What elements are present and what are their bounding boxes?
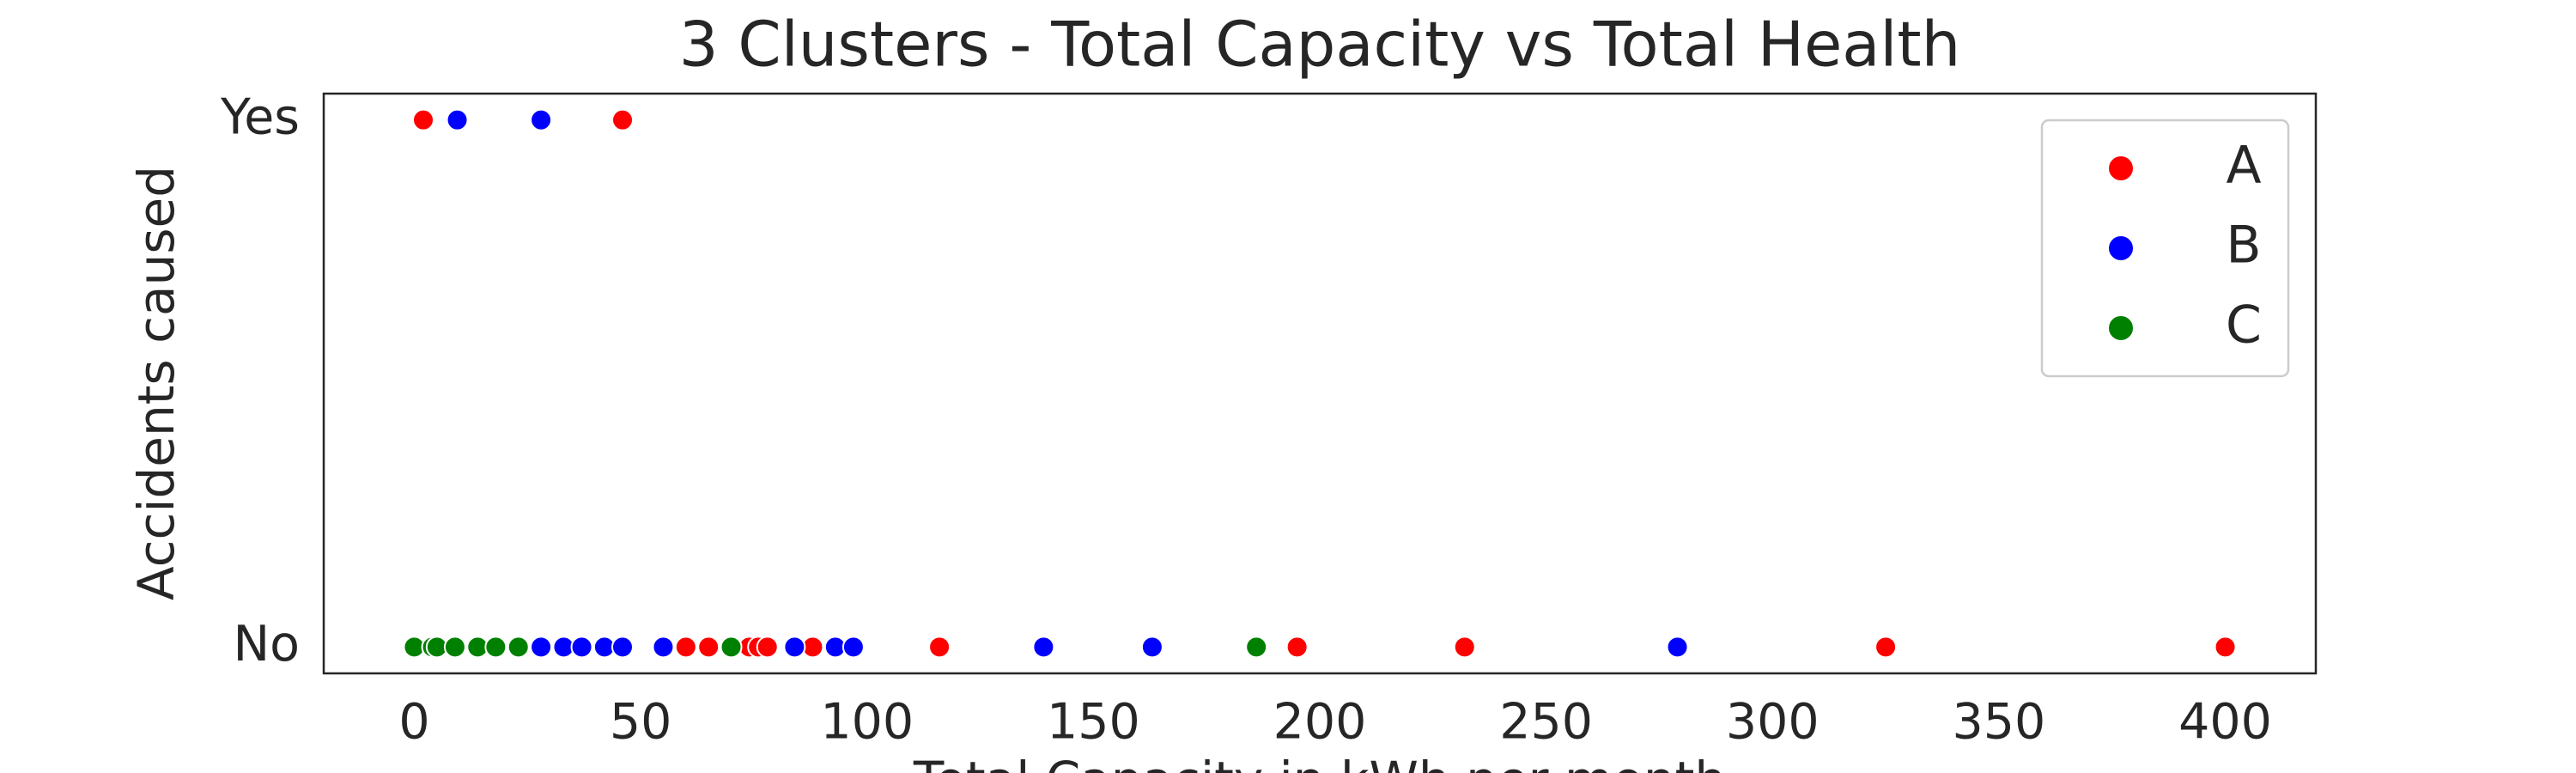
data-point [756, 636, 779, 659]
data-point [484, 636, 507, 659]
data-point [530, 636, 553, 659]
data-point [697, 636, 720, 659]
data-point [652, 636, 675, 659]
data-point [412, 108, 434, 131]
data-point [443, 636, 466, 659]
data-point [1874, 636, 1898, 659]
chart-title: 3 Clusters - Total Capacity vs Total Hea… [679, 9, 1961, 81]
data-point [1032, 636, 1055, 659]
data-point [674, 636, 697, 659]
plot-frame [322, 92, 2318, 675]
x-tick-label: 200 [1273, 694, 1367, 751]
x-tick-label: 350 [1953, 694, 2046, 751]
data-point [1245, 636, 1268, 659]
data-point [720, 636, 743, 659]
y-axis-label: Accidents caused [127, 166, 185, 600]
x-axis-label: Total Capacity in kWh per month [913, 751, 1726, 773]
data-point [507, 636, 530, 659]
x-tick-label: 150 [1047, 694, 1140, 751]
x-tick-label: 250 [1499, 694, 1593, 751]
legend-label: B [2226, 216, 2261, 276]
data-point [2214, 636, 2237, 659]
legend-label: C [2226, 295, 2262, 356]
legend-label: A [2226, 136, 2261, 196]
data-point [841, 636, 865, 659]
data-point [611, 636, 634, 659]
data-point [783, 636, 806, 659]
x-tick-label: 50 [610, 694, 672, 751]
x-tick-label: 300 [1726, 694, 1820, 751]
data-point [570, 636, 593, 659]
x-tick-label: 100 [820, 694, 914, 751]
legend-marker [2107, 314, 2135, 342]
data-point [928, 636, 951, 659]
data-point [446, 108, 469, 131]
data-point [1453, 636, 1476, 659]
x-tick-label: 0 [398, 694, 429, 751]
legend-marker [2107, 155, 2135, 182]
legend-marker [2107, 234, 2135, 262]
data-point [1285, 636, 1309, 659]
y-tick-label: No [233, 616, 300, 673]
data-point [611, 108, 634, 131]
data-point [1140, 636, 1163, 659]
x-tick-label: 400 [2178, 694, 2272, 751]
legend-box [2040, 119, 2290, 378]
data-point [1666, 636, 1689, 659]
y-tick-label: Yes [220, 88, 300, 145]
data-point [530, 108, 553, 131]
